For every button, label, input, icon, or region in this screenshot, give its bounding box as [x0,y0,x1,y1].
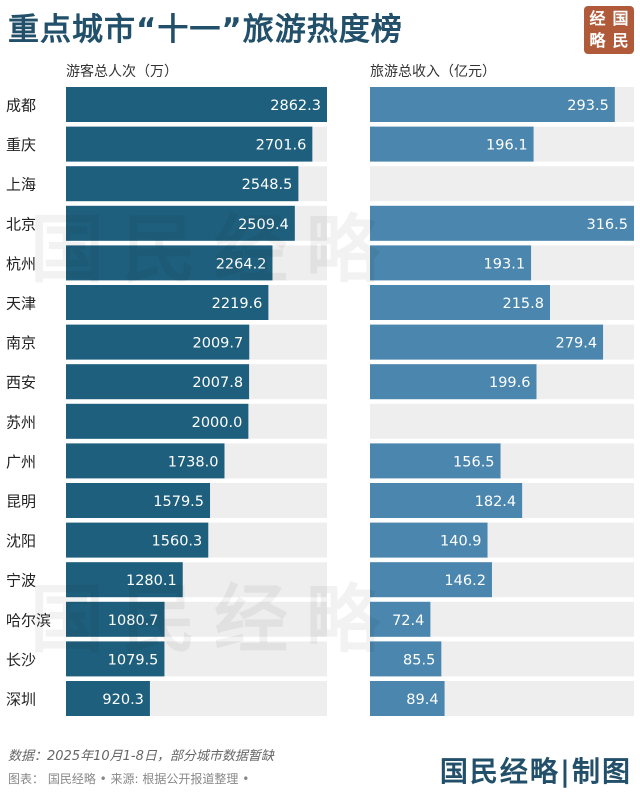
data-note: 数据：2025年10月1-8日，部分城市数据暂缺 [8,749,274,764]
bar-value-label: 920.3 [102,692,144,708]
bar-value-label: 1560.3 [152,534,203,550]
category-label: 昆明 [6,493,36,511]
brand-signature: 国民经略|制图 [439,755,632,788]
category-label: 宁波 [6,572,36,590]
revenue-bar [370,87,615,122]
bar-value-label: 316.5 [586,217,628,233]
seal-char: 经 [589,9,606,28]
visitor-bar [66,205,295,241]
revenue-bar [370,205,634,241]
visitor-bar [66,87,327,122]
seal-char: 民 [612,31,629,50]
category-label: 成都 [6,97,36,115]
bar-value-label: 1738.0 [168,454,219,470]
category-label: 北京 [6,215,36,233]
visitor-bar [66,681,150,716]
visitor-bar [66,522,209,558]
category-label: 杭州 [6,255,36,273]
category-label: 苏州 [6,413,36,431]
bar-value-label: 193.1 [484,256,526,272]
category-label: 天津 [6,295,36,313]
bar-value-label: 182.4 [475,494,517,510]
visitor-bar [66,245,273,281]
seal-char: 国 [612,9,629,28]
bar-value-label: 2701.6 [256,138,307,154]
bar-value-label: 2509.4 [238,217,289,233]
bar-value-label: 2000.0 [192,415,243,431]
revenue-bar [370,126,534,162]
bar-value-label: 2007.8 [192,375,243,391]
right-axis-title: 旅游总收入（亿元） [370,64,496,80]
revenue-bar [370,522,488,558]
category-label: 重庆 [6,136,36,154]
bar-value-label: 85.5 [403,652,435,668]
revenue-bar [370,681,445,716]
chart-title: 重点城市“十一”旅游热度榜 [8,12,403,48]
visitor-bar [66,364,250,400]
visitor-bar [66,483,211,518]
category-label: 南京 [6,334,36,352]
source-credit: 图表： 国民经略 • 来源: 根据公开报道整理 • [8,772,250,786]
category-label: 深圳 [6,691,36,709]
bar-value-label: 279.4 [556,336,598,352]
bar-chart: 成都 2862.3 293.5 重庆 2701.6 196.1 上海 2548.5 北京 2509… [6,87,634,716]
visitor-bar [66,403,249,439]
revenue-bar [370,641,442,677]
bar-value-label: 1280.1 [126,573,177,589]
visitor-bar [66,324,250,360]
visitor-bar [66,601,165,637]
bar-value-label: 1579.5 [153,494,204,510]
bar-value-label: 1079.5 [108,652,159,668]
revenue-bar [370,324,604,360]
category-label: 西安 [6,374,36,392]
visitor-bar [66,641,165,677]
bar-value-label: 2009.7 [193,336,244,352]
category-label: 广州 [6,453,36,471]
visitor-bar [66,285,269,320]
bar-value-label: 2264.2 [216,256,267,272]
bar-value-label: 196.1 [486,138,528,154]
category-label: 哈尔滨 [6,611,51,629]
revenue-bar [370,601,431,637]
category-label: 沈阳 [6,532,36,550]
brand-seal: 经 国 略 民 [584,6,634,54]
bar-value-label: 156.5 [453,454,495,470]
category-label: 长沙 [6,651,36,669]
revenue-bar [370,364,537,400]
visitor-bar [66,443,225,479]
revenue-bar [370,443,501,479]
bar-value-label: 140.9 [440,534,482,550]
visitor-bar [66,562,183,598]
bar-value-label: 2548.5 [242,177,293,193]
bar-track [370,166,634,202]
bar-value-label: 89.4 [406,692,438,708]
left-axis-title: 游客总人次（万） [66,64,178,80]
bar-value-label: 199.6 [489,375,531,391]
bar-value-label: 1080.7 [108,613,159,629]
bar-value-label: 72.4 [392,613,424,629]
bar-value-label: 2219.6 [212,296,263,312]
revenue-bar [370,483,523,518]
category-label: 上海 [6,176,36,194]
bar-track [370,403,634,439]
bar-value-label: 215.8 [502,296,544,312]
visitor-bar [66,166,299,202]
revenue-bar [370,285,551,320]
bar-value-label: 293.5 [567,98,609,114]
revenue-bar [370,245,532,281]
seal-char: 略 [589,31,606,50]
revenue-bar [370,562,492,598]
bar-value-label: 146.2 [444,573,486,589]
visitor-bar [66,126,313,162]
bar-value-label: 2862.3 [270,98,321,114]
